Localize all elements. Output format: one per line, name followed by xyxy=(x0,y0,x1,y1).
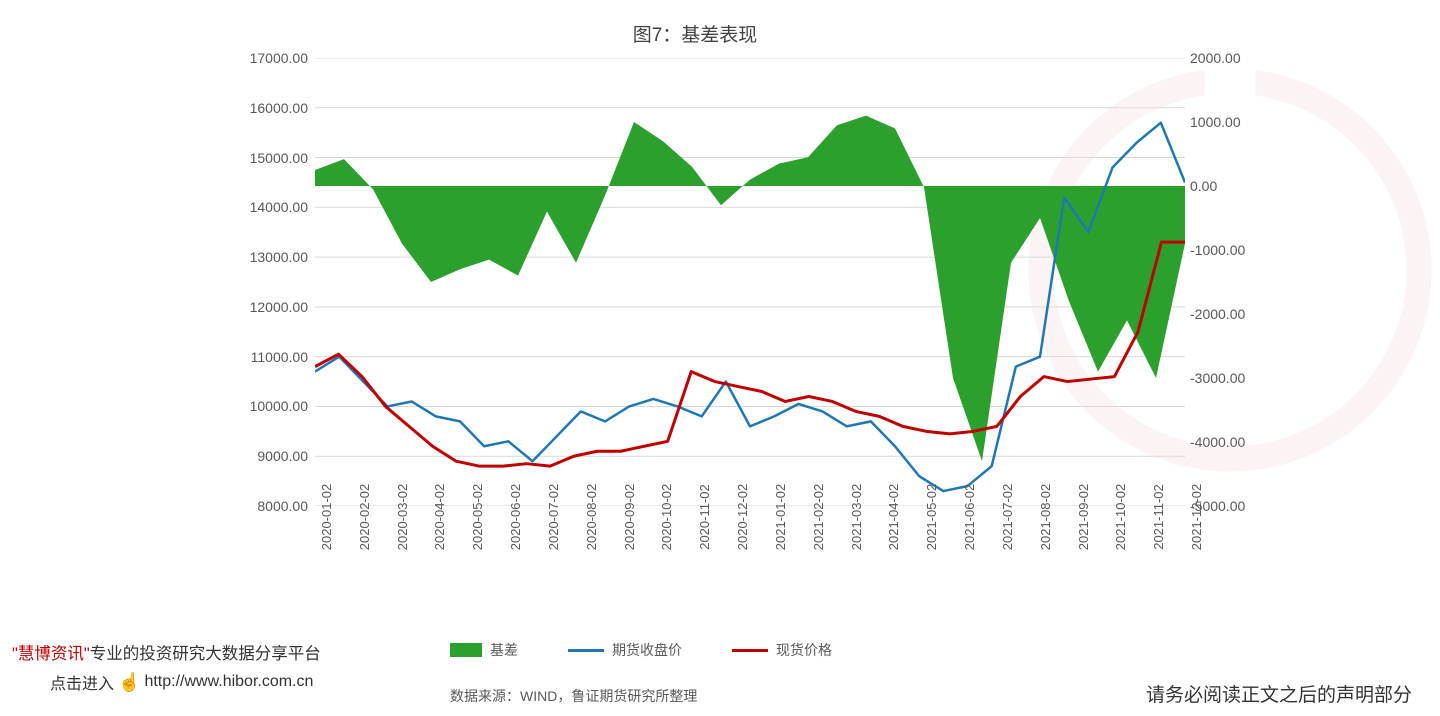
footer-cta[interactable]: 点击进入 ☝ http://www.hibor.com.cn xyxy=(50,670,313,694)
source-text: 数据来源：WIND，鲁证期货研究所整理 xyxy=(450,686,697,706)
legend-swatch-basis xyxy=(450,643,482,657)
tagline-text: 专业的投资研究大数据分享平台 xyxy=(90,645,321,663)
x-axis-labels: 2020-01-022020-02-022020-03-022020-04-02… xyxy=(315,512,1185,622)
chart-title: 图7：基差表现 xyxy=(170,20,1220,47)
y-axis-left-labels: 8000.009000.0010000.0011000.0012000.0013… xyxy=(228,50,308,510)
chart-legend: 基差 期货收盘价 现货价格 xyxy=(450,640,1010,660)
legend-item-spot: 现货价格 xyxy=(732,640,832,660)
y-axis-right-labels: -5000.00-4000.00-3000.00-2000.00-1000.00… xyxy=(1190,50,1260,510)
legend-label-futures: 期货收盘价 xyxy=(612,640,682,660)
hand-pointer-icon: ☝ xyxy=(118,672,140,693)
disclaimer-text: 请务必阅读正文之后的声明部分 xyxy=(1146,680,1412,707)
plot-area xyxy=(315,58,1185,506)
brand-name: "慧博资讯" xyxy=(12,645,90,663)
legend-label-spot: 现货价格 xyxy=(776,640,832,660)
footer-brand-line: "慧博资讯"专业的投资研究大数据分享平台 xyxy=(12,640,321,664)
legend-item-futures: 期货收盘价 xyxy=(568,640,682,660)
legend-line-futures xyxy=(568,649,604,652)
legend-line-spot xyxy=(732,649,768,652)
legend-label-basis: 基差 xyxy=(490,640,518,660)
chart-container: 图7：基差表现 8000.009000.0010000.0011000.0012… xyxy=(170,20,1220,620)
url-text: http://www.hibor.com.cn xyxy=(144,673,313,691)
legend-item-basis: 基差 xyxy=(450,640,518,660)
cta-text: 点击进入 xyxy=(50,670,114,694)
